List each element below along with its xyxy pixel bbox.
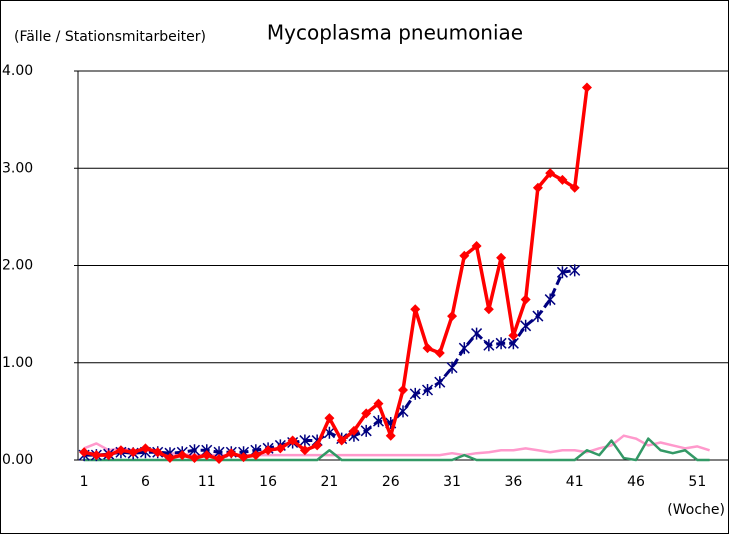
marker xyxy=(238,452,249,463)
marker xyxy=(324,413,335,424)
marker xyxy=(520,319,532,332)
x-tick-label: 11 xyxy=(198,474,216,490)
marker xyxy=(410,304,421,315)
x-tick-label: 46 xyxy=(627,474,645,490)
marker xyxy=(459,250,470,261)
marker xyxy=(520,294,531,305)
marker xyxy=(471,327,483,340)
marker xyxy=(91,450,102,461)
y-tick-label: 0.00 xyxy=(2,452,33,468)
marker xyxy=(447,311,458,322)
marker xyxy=(312,440,323,451)
x-tick-label: 6 xyxy=(141,474,150,490)
marker xyxy=(140,443,151,454)
marker xyxy=(250,450,261,461)
marker xyxy=(103,450,114,461)
marker xyxy=(446,361,458,374)
marker xyxy=(556,266,568,279)
marker xyxy=(177,450,188,461)
marker xyxy=(336,435,347,446)
x-tick-label: 16 xyxy=(259,474,277,490)
marker xyxy=(557,174,568,185)
marker xyxy=(361,408,372,419)
marker xyxy=(372,415,385,428)
marker xyxy=(471,241,482,252)
marker xyxy=(79,447,90,458)
marker xyxy=(544,293,556,306)
y-tick-label: 1.00 xyxy=(2,355,33,371)
marker xyxy=(508,330,519,341)
marker xyxy=(348,425,359,436)
marker xyxy=(299,445,310,456)
marker xyxy=(495,337,507,350)
marker xyxy=(434,376,446,389)
marker xyxy=(299,434,311,447)
marker xyxy=(164,453,175,464)
marker xyxy=(263,445,274,456)
marker xyxy=(214,454,225,465)
marker xyxy=(385,430,396,441)
marker xyxy=(226,448,237,459)
x-tick-label: 21 xyxy=(321,474,339,490)
y-axis-label: (Fälle / Stationsmitarbeiter) xyxy=(14,29,206,45)
marker xyxy=(115,445,126,456)
marker xyxy=(532,310,544,323)
x-tick-label: 51 xyxy=(688,474,706,490)
marker xyxy=(128,447,139,458)
marker xyxy=(422,343,433,354)
marker xyxy=(496,252,507,263)
marker xyxy=(421,383,434,396)
y-tick-label: 3.00 xyxy=(2,160,33,176)
marker xyxy=(483,304,494,315)
marker xyxy=(275,443,286,454)
marker xyxy=(545,168,556,179)
x-tick-label: 36 xyxy=(504,474,522,490)
marker xyxy=(458,342,470,355)
x-axis-label: (Woche) xyxy=(667,502,725,518)
marker xyxy=(434,348,445,359)
y-tick-label: 4.00 xyxy=(2,63,33,79)
marker xyxy=(201,450,212,461)
x-tick-label: 31 xyxy=(443,474,461,490)
x-tick-label: 26 xyxy=(382,474,400,490)
marker xyxy=(373,398,384,409)
y-tick-label: 2.00 xyxy=(2,258,33,274)
marker xyxy=(569,264,581,277)
marker xyxy=(189,453,200,464)
x-tick-label: 1 xyxy=(80,474,89,490)
series-line xyxy=(84,437,710,462)
marker xyxy=(360,424,372,437)
marker xyxy=(569,182,580,193)
marker xyxy=(287,435,298,446)
marker xyxy=(483,339,495,352)
marker xyxy=(409,387,421,400)
marker xyxy=(152,447,163,458)
marker xyxy=(398,384,408,395)
marker xyxy=(581,82,592,93)
chart-title: Mycoplasma pneumoniae xyxy=(267,21,523,45)
marker xyxy=(532,182,543,193)
x-tick-label: 41 xyxy=(566,474,584,490)
